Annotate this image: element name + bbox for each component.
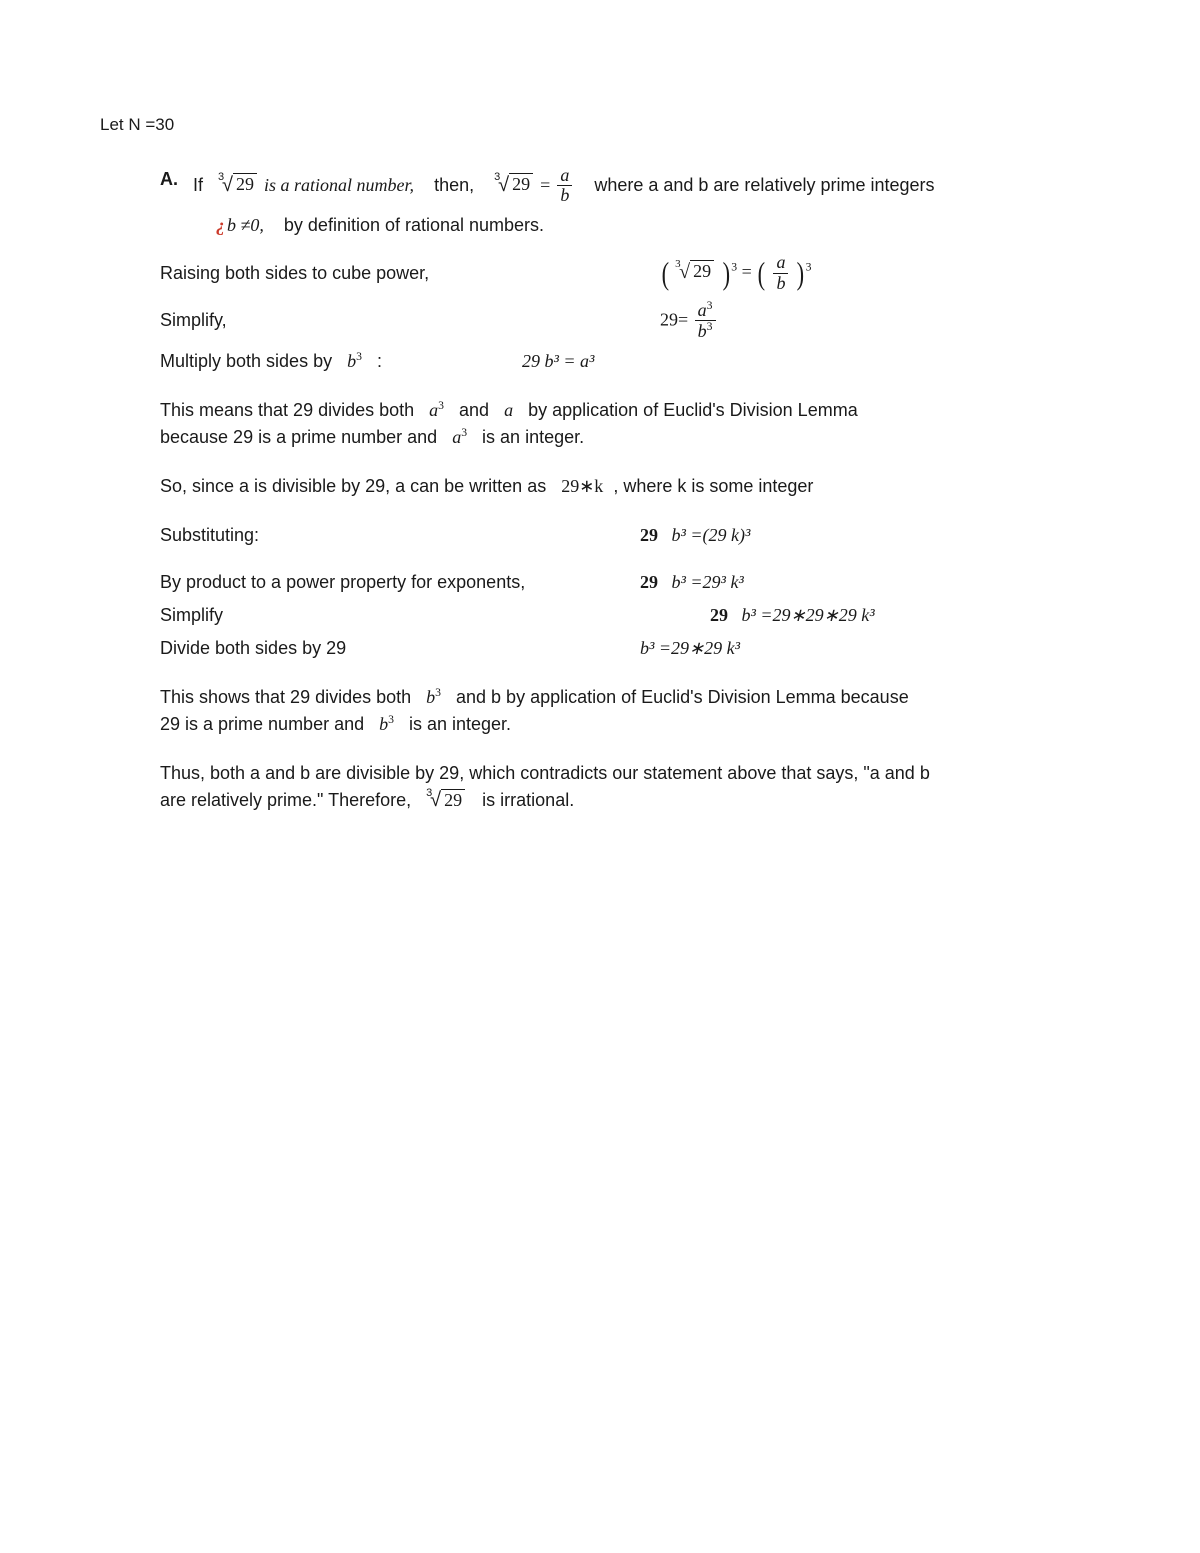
root-index: 3 (675, 256, 681, 273)
radicand: 29 (233, 173, 257, 196)
cube-root-29-3: 3 √ 29 (677, 260, 714, 283)
cube-root-29-final: 3 √ 29 (428, 789, 465, 812)
frac-den: b3 (695, 321, 716, 342)
lhs-29eq: 29= (660, 309, 688, 329)
line-bneq0: ¿b ≠0, by definition of rational numbers… (160, 212, 1080, 239)
exp-3: 3 (806, 261, 812, 274)
let-n-header: Let N =30 (100, 112, 1100, 138)
root-index: 3 (218, 169, 224, 186)
line-power-prop: By product to a power property for expon… (160, 569, 1080, 596)
by-definition-text: by definition of rational numbers. (284, 215, 544, 235)
cube-root-29-2: 3 √ 29 (496, 173, 533, 196)
line-simplify-1: Simplify, 29= a3 b3 (160, 300, 1080, 343)
raise-cube-eq: ( 3 √ 29 )3 = ( a b )3 (660, 253, 900, 294)
b-neq-0: b ≠0, (227, 215, 264, 235)
root-index: 3 (494, 169, 500, 186)
is-rational-text: is a rational number, (264, 175, 414, 195)
left-paren-icon: ( (758, 257, 765, 289)
a-over-b: a b (557, 166, 572, 207)
root-index: 3 (426, 785, 432, 802)
a-over-b-2: a b (773, 253, 788, 294)
frac-den: b (773, 274, 788, 294)
para-write-29k: So, since a is divisible by 29, a can be… (160, 473, 1080, 500)
if-text: If (193, 175, 203, 195)
spellcheck-mark-icon: ¿ (216, 215, 225, 235)
radicand: 29 (509, 173, 533, 196)
power-prop-label: By product to a power property for expon… (160, 569, 525, 596)
line-multiply-b3: Multiply both sides by b3 : 29 b³ = a³ (160, 348, 1080, 375)
document-page: Let N =30 A. If 3 √ 29 is a rational num… (0, 0, 1200, 1553)
a3-over-b3: a3 b3 (695, 300, 716, 343)
divide-29-label: Divide both sides by 29 (160, 635, 346, 662)
where-text: where a and b are relatively prime integ… (594, 175, 934, 195)
para-euclid-b: This shows that 29 divides both b3 and b… (160, 684, 1080, 738)
divide-29-eq: b³ =29∗29 k³ (600, 635, 880, 662)
equals: = (540, 175, 550, 195)
para-conclusion: Thus, both a and b are divisible by 29, … (160, 760, 1080, 814)
section-a: A. If 3 √ 29 is a rational number, then,… (100, 166, 1100, 815)
line-raise-cube: Raising both sides to cube power, ( 3 √ … (160, 253, 1080, 294)
radicand: 29 (690, 260, 714, 283)
eq: = (742, 262, 752, 282)
substituting-label: Substituting: (160, 522, 259, 549)
multiply-label: Multiply both sides by b3 : (160, 348, 382, 375)
label-a: A. (160, 166, 188, 193)
substituting-eq: 29 b³ =(29 k)³ (640, 522, 880, 549)
frac-den: b (557, 186, 572, 206)
simplify-2-label: Simplify (160, 602, 223, 629)
line-divide-29: Divide both sides by 29 b³ =29∗29 k³ (160, 635, 1080, 662)
simplify-2-eq: 29 b³ =29∗29∗29 k³ (710, 602, 950, 629)
line-substituting: Substituting: 29 b³ =(29 k)³ (160, 522, 1080, 549)
frac-num: a (773, 253, 788, 274)
power-prop-eq: 29 b³ =29³ k³ (640, 569, 880, 596)
raise-cube-label: Raising both sides to cube power, (160, 260, 429, 287)
left-paren-icon: ( (662, 257, 669, 289)
frac-num: a3 (695, 300, 716, 322)
para-euclid-a: This means that 29 divides both a3 and a… (160, 397, 1080, 451)
simplify-label: Simplify, (160, 307, 227, 334)
cube-root-29: 3 √ 29 (220, 173, 257, 196)
right-paren-icon: ) (797, 257, 804, 289)
exp-3: 3 (731, 261, 737, 274)
line-simplify-2: Simplify 29 b³ =29∗29∗29 k³ (160, 602, 1080, 629)
line-hypothesis: A. If 3 √ 29 is a rational number, then,… (160, 166, 1080, 207)
frac-num: a (557, 166, 572, 187)
simplify-eq: 29= a3 b3 (600, 300, 900, 343)
then-text: then, (434, 175, 474, 195)
eq-29b3-a3: 29 b³ = a³ (522, 348, 762, 375)
radicand: 29 (441, 789, 465, 812)
right-paren-icon: ) (722, 257, 729, 289)
